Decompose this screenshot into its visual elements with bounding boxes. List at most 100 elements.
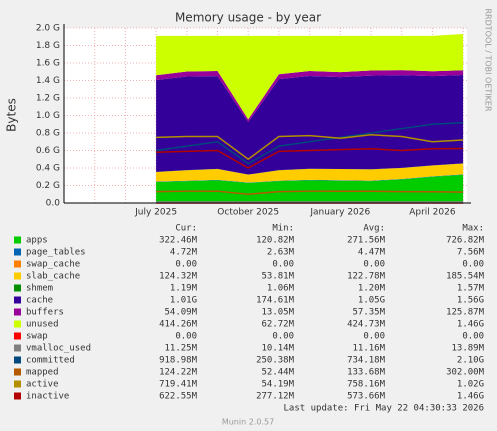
legend-label: committed	[26, 356, 75, 366]
stat-value: 414.26M	[159, 320, 198, 330]
legend-label: active	[26, 380, 59, 390]
stat-value: 302.00M	[446, 368, 485, 378]
stat-value: 1.56G	[457, 296, 484, 306]
legend-swatch	[14, 332, 21, 340]
stat-value: 52.44M	[261, 368, 294, 378]
stat-value: 11.16M	[352, 344, 385, 354]
stack-area	[156, 75, 464, 175]
stat-value: 125.87M	[446, 308, 485, 318]
y-tick-label: 1.2 G	[36, 94, 60, 104]
y-tick-label: 1.8 G	[36, 41, 60, 51]
stat-value: 622.55M	[159, 392, 198, 402]
stat-value: 0.00	[175, 260, 197, 270]
series-line	[156, 190, 464, 196]
stat-value: 53.81M	[261, 272, 294, 282]
x-tick-label: January 2026	[309, 208, 370, 218]
stat-value: 0.00	[363, 260, 385, 270]
y-tick-label: 1.4 G	[36, 76, 60, 86]
stat-value: 10.14M	[261, 344, 294, 354]
stat-value: 1.46G	[457, 320, 484, 330]
stat-value: 0.00	[272, 260, 294, 270]
legend-swatch	[14, 308, 21, 316]
stat-value: 1.46G	[457, 392, 484, 402]
x-tick-label: October 2025	[217, 208, 279, 218]
stat-value: 1.20M	[358, 284, 386, 294]
stat-value: 54.19M	[261, 380, 294, 390]
legend-swatch	[14, 260, 21, 268]
stack-area	[156, 34, 464, 120]
y-axis-label: Bytes	[5, 98, 19, 132]
legend-label: buffers	[26, 308, 64, 318]
stat-value: 0.00	[462, 260, 484, 270]
legend-swatch	[14, 236, 21, 244]
stat-value: 734.18M	[347, 356, 386, 366]
y-tick-label: 2.0 G	[36, 24, 60, 34]
stat-value: 0.00	[363, 332, 385, 342]
y-tick-label: 1.6 G	[36, 59, 60, 69]
stat-value: 1.19M	[170, 284, 198, 294]
stat-value: 1.01G	[170, 296, 197, 306]
legend-label: page_tables	[26, 248, 86, 258]
series-line	[156, 147, 464, 169]
stat-value: 57.35M	[352, 308, 385, 318]
stat-value: 719.41M	[159, 380, 198, 390]
stat-value: 918.98M	[159, 356, 198, 366]
stat-value: 13.89M	[451, 344, 484, 354]
stack-area	[156, 70, 464, 123]
stat-value: 271.56M	[347, 236, 386, 246]
stack-area	[156, 174, 464, 203]
stat-value: 1.57M	[457, 284, 485, 294]
legend-label: apps	[26, 236, 48, 246]
legend-label: swap_cache	[26, 260, 80, 270]
y-tick-label: 1.0 G	[36, 111, 60, 121]
stat-value: 424.73M	[347, 320, 386, 330]
y-tick-label: 0.8 G	[36, 129, 60, 139]
legend-swatch	[14, 392, 21, 400]
stat-value: 250.38M	[256, 356, 295, 366]
stat-value: 4.72M	[170, 248, 198, 258]
legend-swatch	[14, 320, 21, 328]
stat-value: 133.68M	[347, 368, 386, 378]
stat-value: 124.22M	[159, 368, 198, 378]
legend-swatch	[14, 356, 21, 364]
legend-label: vmalloc_used	[26, 344, 91, 354]
stat-value: 185.54M	[446, 272, 485, 282]
stat-value: 758.16M	[347, 380, 386, 390]
stat-value: 7.56M	[457, 248, 485, 258]
stat-value: 322.46M	[159, 236, 198, 246]
stack-area	[156, 163, 464, 183]
stat-value: 2.10G	[457, 356, 484, 366]
stat-value: 573.66M	[347, 392, 386, 402]
y-tick-label: 0.6 G	[36, 146, 60, 156]
legend-swatch	[14, 272, 21, 280]
stat-value: 174.61M	[256, 296, 295, 306]
legend-label: unused	[26, 320, 59, 330]
legend-swatch	[14, 296, 21, 304]
stat-value: 1.02G	[457, 380, 484, 390]
series-line	[156, 133, 464, 161]
stat-value: 0.00	[462, 332, 484, 342]
stat-value: 54.09M	[164, 308, 197, 318]
legend-swatch	[14, 284, 21, 292]
series-line	[155, 121, 464, 165]
stat-value: 1.05G	[358, 296, 385, 306]
legend-label: cache	[26, 296, 53, 306]
stat-value: 62.72M	[261, 320, 294, 330]
stat-value: 11.25M	[164, 344, 197, 354]
stats-header: Min:	[272, 224, 294, 234]
legend-swatch	[14, 380, 21, 388]
y-tick-label: 0.2 G	[36, 181, 60, 191]
legend-label: shmem	[26, 284, 53, 294]
x-tick-label: July 2025	[134, 208, 177, 218]
x-tick-label: April 2026	[409, 208, 456, 218]
legend-swatch	[14, 368, 21, 376]
stat-value: 277.12M	[256, 392, 295, 402]
side-label: RRDTOOL / TOBI OETIKER	[484, 8, 493, 111]
stats-header: Avg:	[363, 224, 385, 234]
footer: Munin 2.0.57	[222, 418, 274, 427]
chart-title: Memory usage - by year	[175, 11, 321, 25]
stats-header: Max:	[462, 224, 484, 234]
stat-value: 120.82M	[256, 236, 295, 246]
legend-swatch	[14, 248, 21, 256]
